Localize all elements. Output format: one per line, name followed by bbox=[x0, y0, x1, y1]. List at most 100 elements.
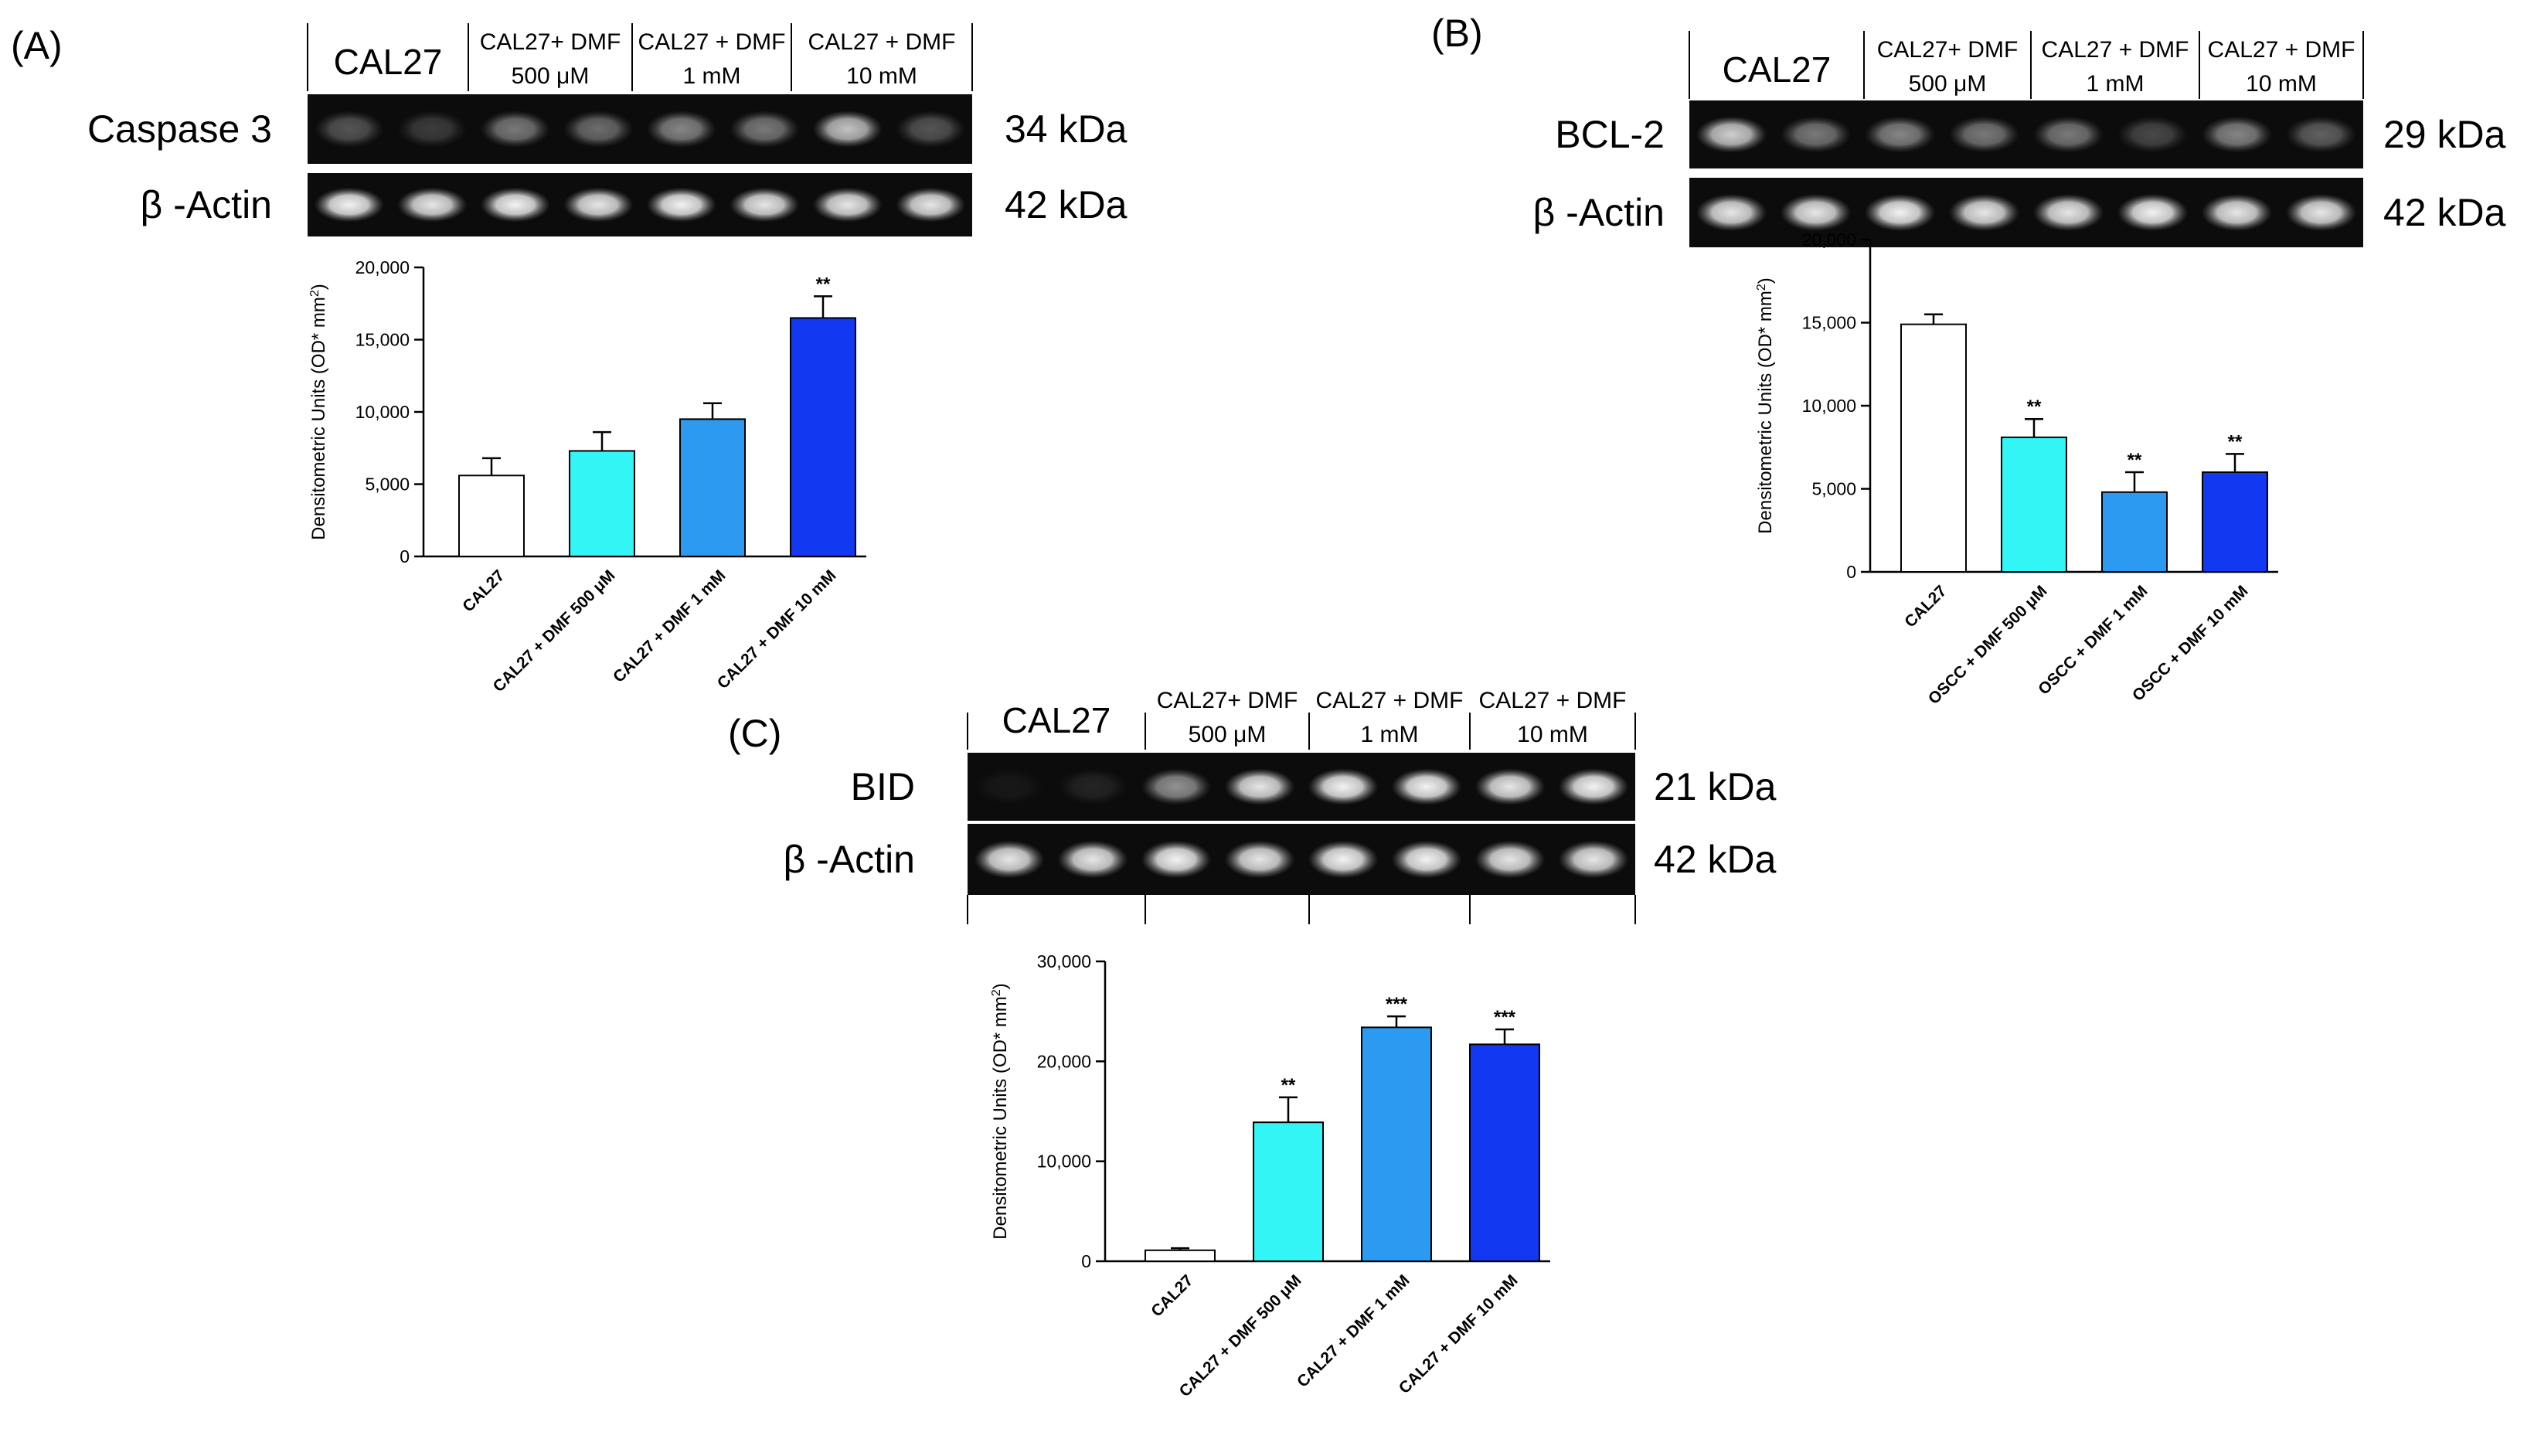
panel-letter-c: (C) bbox=[728, 712, 782, 755]
protein-band bbox=[563, 111, 634, 148]
x-category-label: OSCC + DMF 10 mM bbox=[2129, 582, 2252, 705]
y-tick-label: 0 bbox=[1846, 562, 1856, 582]
x-category-label: OSCC + DMF 1 mM bbox=[2035, 582, 2151, 698]
bar bbox=[1469, 1043, 1540, 1262]
bar bbox=[2001, 436, 2067, 573]
bar bbox=[790, 317, 856, 557]
lane-header: CAL27 + DMF bbox=[808, 29, 956, 55]
molecular-weight-label: 42 kDa bbox=[1005, 183, 1128, 226]
molecular-weight-label: 29 kDa bbox=[2383, 113, 2506, 156]
protein-band bbox=[2032, 194, 2104, 231]
y-tick-label: 20,000 bbox=[355, 257, 410, 277]
x-category-label: CAL27 + DMF 500 μM bbox=[490, 566, 619, 696]
x-category-label: CAL27 bbox=[459, 566, 508, 615]
protein-band bbox=[1224, 768, 1295, 805]
protein-band bbox=[812, 111, 883, 148]
protein-band bbox=[1780, 116, 1852, 153]
protein-name-label: Caspase 3 bbox=[87, 107, 272, 151]
lane-header-concentration: 10 mM bbox=[2246, 71, 2317, 97]
protein-band bbox=[730, 111, 800, 148]
x-category-label: CAL27 + DMF 10 mM bbox=[1396, 1271, 1522, 1397]
protein-band bbox=[2285, 116, 2357, 153]
lane-header-concentration: 1 mM bbox=[1361, 722, 1419, 747]
protein-band bbox=[730, 187, 800, 223]
protein-band bbox=[2117, 194, 2189, 231]
protein-band bbox=[974, 768, 1045, 805]
protein-band bbox=[2032, 116, 2104, 153]
molecular-weight-label: 21 kDa bbox=[1654, 765, 1777, 808]
lane-header: CAL27 + DMF bbox=[2208, 37, 2355, 63]
y-tick-label: 15,000 bbox=[1802, 313, 1856, 333]
protein-band bbox=[480, 111, 550, 148]
bar-chart-b: 0 5,000 10,000 15,000 20,000 Densitometric Un… bbox=[1755, 230, 2278, 708]
protein-band bbox=[1391, 768, 1462, 805]
protein-band bbox=[646, 187, 716, 223]
bar bbox=[1900, 323, 1967, 573]
protein-band bbox=[1057, 840, 1128, 879]
y-tick-label: 10,000 bbox=[355, 402, 410, 422]
western-blot-a: CAL27 CAL27+ DMF 500 μM CAL27 + DMF 1 mM CAL2… bbox=[87, 23, 1128, 236]
protein-band bbox=[314, 187, 384, 223]
lane-header: CAL27 bbox=[334, 42, 443, 82]
lane-header: CAL27+ DMF bbox=[1157, 688, 1298, 713]
protein-band bbox=[1558, 768, 1629, 805]
lane-header: CAL27 + DMF bbox=[1479, 688, 1627, 713]
protein-band bbox=[563, 187, 634, 223]
protein-band bbox=[2117, 116, 2189, 153]
bar bbox=[1361, 1026, 1432, 1263]
significance-marker: *** bbox=[1494, 1007, 1516, 1028]
protein-band bbox=[1391, 840, 1462, 879]
significance-marker: ** bbox=[2027, 396, 2042, 417]
protein-band bbox=[646, 111, 716, 148]
lane-header-concentration: 500 μM bbox=[1189, 722, 1267, 747]
y-tick-label: 0 bbox=[400, 546, 410, 566]
y-tick-label: 30,000 bbox=[1037, 951, 1091, 971]
bar-chart-c: 0 10,000 20,000 30,000 Densitometric Units (… bbox=[990, 951, 1550, 1400]
lane-header-concentration: 500 μM bbox=[1909, 71, 1987, 97]
protein-band bbox=[1474, 768, 1546, 805]
western-blot-c: CAL27 CAL27+ DMF 500 μM CAL27 + DMF 1 mM CAL2… bbox=[784, 688, 1777, 924]
protein-band bbox=[2285, 194, 2357, 231]
protein-band bbox=[1780, 194, 1852, 231]
protein-band bbox=[1948, 194, 2020, 231]
y-tick-label: 5,000 bbox=[365, 475, 410, 495]
lane-header-concentration: 10 mM bbox=[1517, 722, 1588, 747]
protein-band bbox=[1141, 840, 1212, 879]
lane-header: CAL27 bbox=[1002, 700, 1111, 740]
western-blot-b: CAL27 CAL27+ DMF 500 μM CAL27 + DMF 1 mM CAL2… bbox=[1533, 31, 2506, 247]
protein-name-label: β -Actin bbox=[784, 838, 915, 881]
bar-chart-a: 0 5,000 10,000 15,000 20,000 Densitometric Un… bbox=[308, 257, 866, 696]
x-category-label: CAL27 + DMF 1 mM bbox=[1294, 1271, 1413, 1390]
y-tick-label: 20,000 bbox=[1037, 1051, 1091, 1071]
lane-header: CAL27+ DMF bbox=[1877, 37, 2019, 63]
protein-band bbox=[1224, 840, 1295, 879]
bar bbox=[1253, 1121, 1324, 1262]
y-axis-label: Densitometric Units (OD* mm2) bbox=[990, 983, 1012, 1240]
lane-header-concentration: 500 μM bbox=[512, 63, 590, 89]
significance-marker: ** bbox=[2228, 431, 2243, 452]
protein-band bbox=[1057, 768, 1128, 805]
lane-header: CAL27 + DMF bbox=[1316, 688, 1464, 713]
y-tick-label: 5,000 bbox=[1811, 479, 1856, 499]
y-tick-label: 10,000 bbox=[1802, 396, 1856, 416]
protein-band bbox=[896, 187, 966, 223]
lane-header: CAL27+ DMF bbox=[480, 29, 621, 55]
protein-name-label: β -Actin bbox=[141, 183, 272, 226]
molecular-weight-label: 34 kDa bbox=[1005, 107, 1128, 151]
protein-band bbox=[397, 187, 468, 223]
protein-name-label: BCL-2 bbox=[1555, 113, 1665, 156]
significance-marker: ** bbox=[816, 274, 831, 294]
protein-band bbox=[896, 111, 966, 148]
significance-marker: ** bbox=[1281, 1075, 1296, 1096]
lane-header-concentration: 1 mM bbox=[683, 63, 741, 89]
protein-band bbox=[1696, 194, 1767, 231]
bar bbox=[679, 418, 746, 557]
significance-marker: *** bbox=[1386, 994, 1408, 1015]
lane-header-concentration: 1 mM bbox=[2087, 71, 2145, 97]
y-tick-label: 0 bbox=[1081, 1251, 1091, 1271]
protein-band bbox=[397, 111, 468, 148]
y-tick-label: 10,000 bbox=[1037, 1152, 1091, 1172]
bar bbox=[1145, 1249, 1216, 1263]
protein-band bbox=[2201, 194, 2273, 231]
bar bbox=[2101, 491, 2168, 573]
